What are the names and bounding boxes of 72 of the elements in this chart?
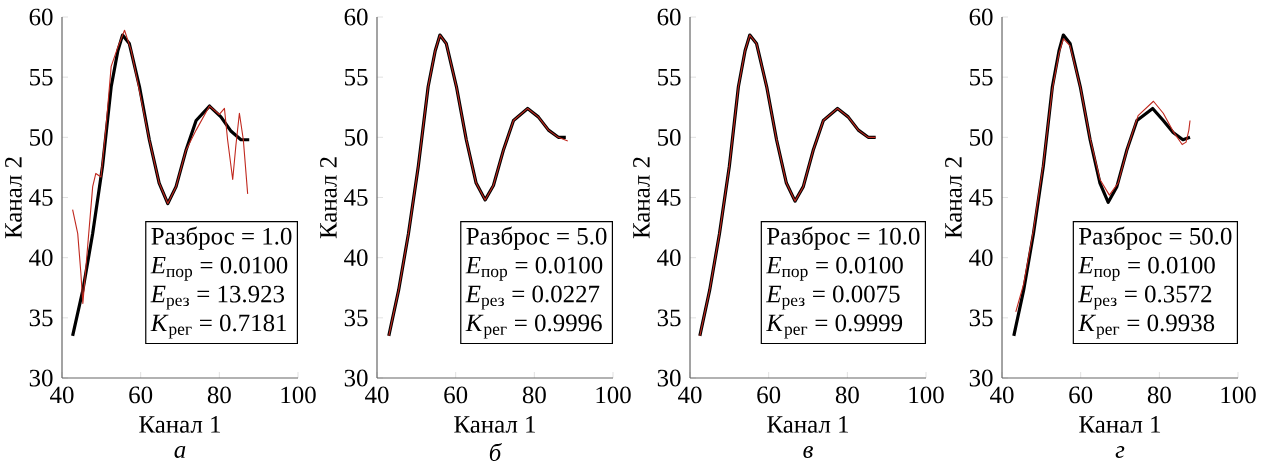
x-tick-label: 40 (990, 386, 1014, 404)
y-tick-label: 60 (344, 8, 368, 26)
y-tick-label: 50 (658, 128, 681, 146)
x-axis-title: Канал 1 (767, 416, 849, 433)
annotation: K$_{рег}$ = 0.9938 (1078, 314, 1215, 339)
y-axis-title: Канал 2 (320, 157, 337, 239)
y-tick-label: 45 (344, 189, 368, 206)
y-tick-label: 30 (657, 369, 681, 387)
y-tick-label: 55 (30, 68, 53, 86)
annotation: E$_{рез}$ = 0.0075 (766, 285, 900, 310)
x-tick-label: 80 (207, 386, 231, 404)
y-tick-label: 45 (969, 189, 993, 206)
y-tick-label: 35 (344, 309, 368, 327)
y-tick-label: 35 (29, 309, 53, 327)
y-tick-label: 50 (970, 128, 993, 146)
annotation: E$_{пор}$ = 0.0100 (150, 256, 288, 281)
annotation: E$_{рез}$ = 0.0227 (465, 285, 600, 310)
y-tick-label: 60 (969, 8, 993, 26)
y-tick-label: 40 (969, 249, 993, 267)
y-axis-title: Канал 2 (633, 157, 650, 239)
x-tick-label: 100 (1221, 386, 1256, 404)
x-tick-label: 100 (596, 386, 631, 404)
annotation: K$_{рег}$ = 0.7181 (150, 314, 287, 339)
annotation: E$_{рез}$ = 0.3572 (1078, 285, 1212, 310)
y-tick-label: 60 (29, 8, 53, 26)
y-tick-label: 50 (30, 128, 53, 146)
annotation: K$_{рег}$ = 0.9999 (766, 314, 903, 339)
annotation: Разброс = 50.0 (1079, 226, 1232, 250)
annotation: Разброс = 5.0 (466, 226, 607, 250)
x-tick-label: 80 (522, 386, 546, 404)
y-tick-label: 55 (345, 68, 368, 86)
y-tick-label: 55 (970, 68, 993, 86)
y-tick-label: 30 (29, 369, 53, 387)
y-tick-label: 40 (657, 249, 681, 267)
y-axis-title: Канал 2 (945, 157, 962, 239)
text: б (489, 442, 502, 462)
y-tick-label: 50 (345, 128, 368, 146)
y-tick-label: 35 (657, 309, 681, 327)
x-axis-title: Канал 1 (454, 416, 536, 433)
text: а (174, 446, 186, 458)
x-axis-title: Канал 1 (139, 416, 221, 433)
y-tick-label: 55 (658, 68, 681, 86)
y-tick-label: 30 (969, 369, 993, 387)
y-tick-label: 40 (29, 249, 53, 267)
x-tick-label: 60 (444, 386, 468, 404)
annotation: Разброс = 1.0 (151, 226, 292, 250)
annotation: Разброс = 10.0 (767, 226, 920, 250)
y-tick-label: 45 (657, 189, 681, 206)
text: г (1115, 446, 1125, 458)
annotation: E$_{пор}$ = 0.0100 (1078, 256, 1215, 281)
y-tick-label: 60 (657, 8, 681, 26)
y-tick-label: 30 (344, 369, 368, 387)
x-tick-label: 100 (281, 386, 316, 404)
x-tick-label: 100 (909, 386, 944, 404)
annotation: E$_{пор}$ = 0.0100 (766, 256, 903, 281)
x-tick-label: 60 (129, 386, 153, 404)
y-tick-label: 45 (29, 189, 53, 206)
text: в (803, 445, 813, 459)
x-tick-label: 80 (1147, 386, 1171, 404)
x-tick-label: 40 (365, 386, 389, 404)
x-tick-label: 60 (1069, 386, 1093, 404)
y-tick-label: 35 (969, 309, 993, 327)
x-tick-label: 40 (50, 386, 74, 404)
x-axis-title: Канал 1 (1079, 416, 1161, 433)
y-tick-label: 40 (344, 249, 368, 267)
x-tick-label: 80 (835, 386, 859, 404)
y-axis-title: Канал 2 (5, 157, 22, 239)
x-tick-label: 40 (678, 386, 702, 404)
x-tick-label: 60 (757, 386, 781, 404)
annotation: E$_{пор}$ = 0.0100 (465, 256, 603, 281)
annotation: E$_{рез}$ = 13.923 (150, 285, 285, 310)
annotation: K$_{рег}$ = 0.9996 (465, 314, 602, 339)
